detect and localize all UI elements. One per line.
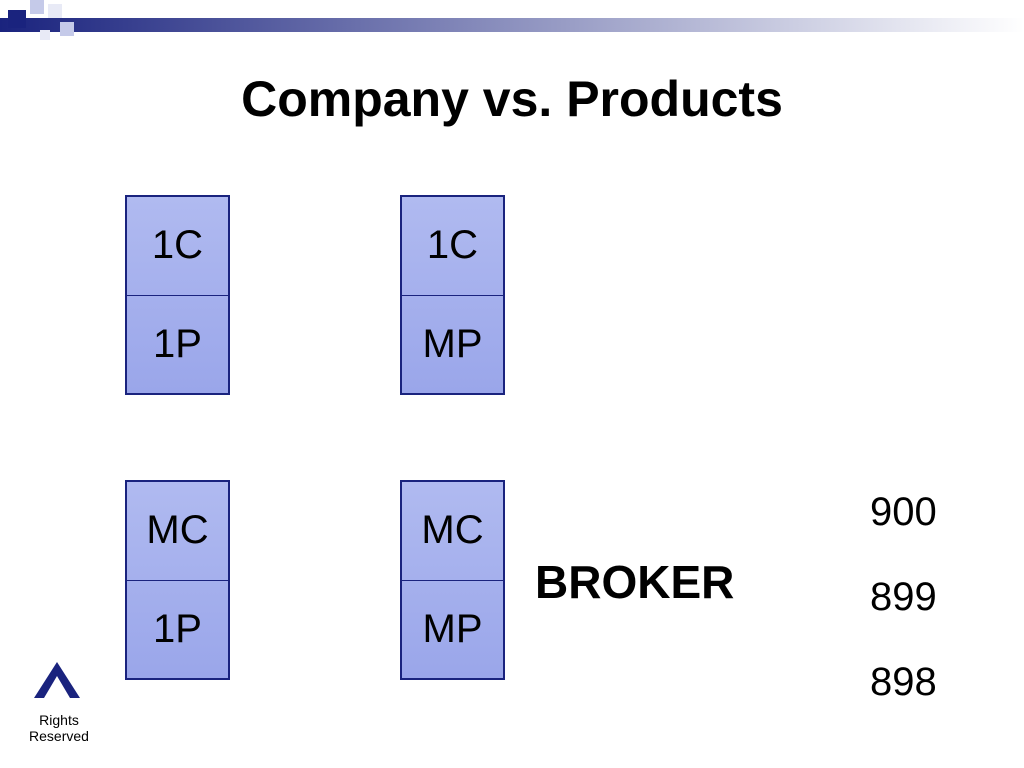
box-1c-mp: 1CMP: [400, 195, 505, 395]
box-1c-1p-bottom-cell: 1P: [127, 295, 228, 394]
triangle-logo-icon: [30, 658, 85, 708]
number-898: 898: [870, 660, 937, 705]
rights-reserved-label: Rights Reserved: [24, 712, 94, 744]
rights-line2: Reserved: [29, 728, 89, 744]
broker-label: BROKER: [535, 555, 734, 609]
slide-title: Company vs. Products: [0, 70, 1024, 128]
rights-line1: Rights: [39, 712, 79, 728]
number-899: 899: [870, 575, 937, 620]
box-mc-mp: MCMP: [400, 480, 505, 680]
box-mc-1p-top-cell: MC: [127, 482, 228, 580]
number-900: 900: [870, 490, 937, 535]
box-mc-mp-top-cell: MC: [402, 482, 503, 580]
box-1c-mp-top-cell: 1C: [402, 197, 503, 295]
box-1c-1p-top-cell: 1C: [127, 197, 228, 295]
header-decoration: [0, 0, 1024, 40]
box-1c-mp-bottom-cell: MP: [402, 295, 503, 394]
box-mc-1p: MC1P: [125, 480, 230, 680]
box-mc-mp-bottom-cell: MP: [402, 580, 503, 679]
box-1c-1p: 1C1P: [125, 195, 230, 395]
box-mc-1p-bottom-cell: 1P: [127, 580, 228, 679]
